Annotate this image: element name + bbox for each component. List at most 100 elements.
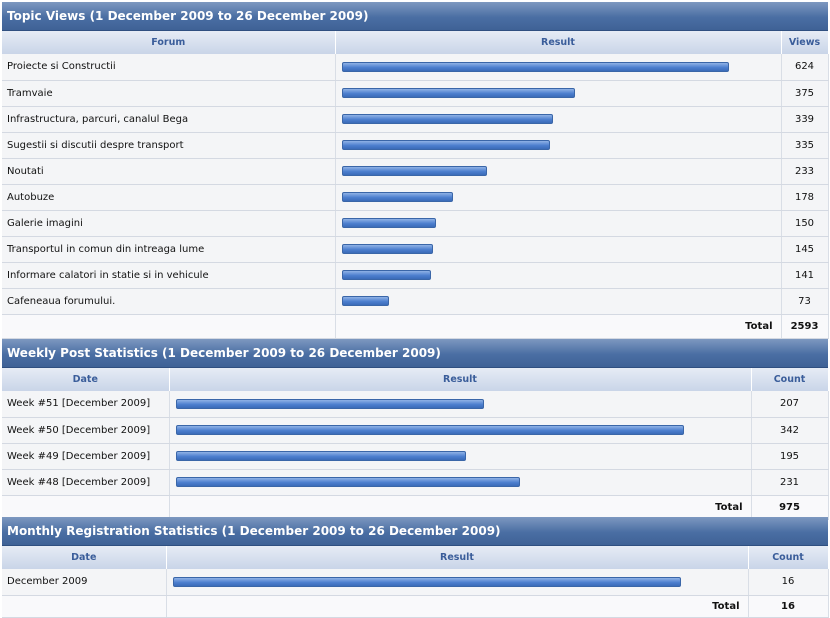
result-bar xyxy=(341,270,431,280)
row-count: 178 xyxy=(781,184,829,211)
row-count: 624 xyxy=(781,54,829,81)
result-cell xyxy=(335,262,782,289)
table-row: Galerie imagini 150 xyxy=(2,210,829,237)
total-label: Total xyxy=(335,314,782,339)
result-cell xyxy=(335,132,782,159)
result-cell xyxy=(169,443,752,470)
empty-cell xyxy=(2,495,170,520)
column-header-date: Date xyxy=(2,546,167,569)
row-label: Galerie imagini xyxy=(2,210,336,237)
table-row: Week #51 [December 2009] 207 xyxy=(2,391,829,418)
column-header-views: Views xyxy=(781,31,829,54)
row-label: Transportul in comun din intreaga lume xyxy=(2,236,336,263)
topic-views-table: Forum Result Views Proiecte si Construct… xyxy=(2,31,829,339)
row-count: 207 xyxy=(751,391,829,418)
table-row: Week #48 [December 2009] 231 xyxy=(2,469,829,496)
row-label: Cafeneaua forumului. xyxy=(2,288,336,315)
row-count: 145 xyxy=(781,236,829,263)
row-label: Noutati xyxy=(2,158,336,185)
weekly-post-table: Date Result Count Week #51 [December 200… xyxy=(2,368,829,520)
row-label: Infrastructura, parcuri, canalul Bega xyxy=(2,106,336,133)
total-label: Total xyxy=(166,595,749,618)
row-label: December 2009 xyxy=(2,569,167,596)
column-header-result: Result xyxy=(335,31,782,54)
result-bar xyxy=(175,398,484,409)
row-label: Week #50 [December 2009] xyxy=(2,417,170,444)
total-value: 2593 xyxy=(781,314,829,339)
result-cell xyxy=(335,54,782,81)
table-row: Infrastructura, parcuri, canalul Bega 339 xyxy=(2,106,829,133)
monthly-registration-table: Date Result Count December 2009 16 Total … xyxy=(2,546,829,618)
row-count: 195 xyxy=(751,443,829,470)
result-cell xyxy=(169,417,752,444)
result-bar xyxy=(175,425,684,435)
row-count: 150 xyxy=(781,210,829,237)
result-cell xyxy=(169,469,752,496)
result-cell xyxy=(335,236,782,263)
row-label: Informare calatori in statie si in vehic… xyxy=(2,262,336,289)
row-count: 231 xyxy=(751,469,829,496)
column-header-count: Count xyxy=(748,546,829,569)
monthly-registration-panel: Monthly Registration Statistics (1 Decem… xyxy=(2,517,829,618)
table-row: Proiecte si Constructii 624 xyxy=(2,54,829,81)
weekly-post-rows: Week #51 [December 2009] 207 Week #50 [Dec… xyxy=(2,391,829,496)
total-label: Total xyxy=(169,495,752,520)
table-row: Sugestii si discutii despre transport 335 xyxy=(2,132,829,159)
column-header-count: Count xyxy=(751,368,829,391)
result-bar xyxy=(341,218,437,228)
weekly-post-total-row: Total 975 xyxy=(2,495,829,520)
result-cell xyxy=(166,569,749,596)
result-cell xyxy=(169,391,752,418)
total-value: 16 xyxy=(748,595,829,618)
table-row: Week #50 [December 2009] 342 xyxy=(2,417,829,444)
row-count: 73 xyxy=(781,288,829,315)
row-label: Tramvaie xyxy=(2,80,336,107)
result-cell xyxy=(335,184,782,211)
topic-views-total-row: Total 2593 xyxy=(2,314,829,339)
result-cell xyxy=(335,288,782,315)
row-count: 335 xyxy=(781,132,829,159)
result-cell xyxy=(335,80,782,107)
result-bar xyxy=(341,88,576,98)
result-bar xyxy=(341,61,729,72)
empty-cell xyxy=(2,314,336,339)
table-row: Cafeneaua forumului. 73 xyxy=(2,288,829,315)
result-bar xyxy=(341,244,434,254)
table-row: Autobuze 178 xyxy=(2,184,829,211)
result-cell xyxy=(335,158,782,185)
column-header-forum: Forum xyxy=(2,31,336,54)
row-label: Autobuze xyxy=(2,184,336,211)
table-row: Tramvaie 375 xyxy=(2,80,829,107)
monthly-registration-total-row: Total 16 xyxy=(2,595,829,618)
topic-views-header-row: Forum Result Views xyxy=(2,31,829,54)
row-count: 339 xyxy=(781,106,829,133)
result-bar xyxy=(341,296,389,306)
row-count: 233 xyxy=(781,158,829,185)
empty-cell xyxy=(2,595,167,618)
row-label: Proiecte si Constructii xyxy=(2,54,336,81)
row-label: Week #48 [December 2009] xyxy=(2,469,170,496)
result-bar xyxy=(341,114,553,124)
topic-views-panel: Topic Views (1 December 2009 to 26 Decem… xyxy=(2,2,829,339)
weekly-post-header-row: Date Result Count xyxy=(2,368,829,391)
result-bar xyxy=(175,477,520,487)
row-count: 375 xyxy=(781,80,829,107)
monthly-registration-title: Monthly Registration Statistics (1 Decem… xyxy=(2,517,828,546)
table-row: Noutati 233 xyxy=(2,158,829,185)
topic-views-title: Topic Views (1 December 2009 to 26 Decem… xyxy=(2,2,828,31)
column-header-date: Date xyxy=(2,368,170,391)
monthly-registration-rows: December 2009 16 xyxy=(2,569,829,596)
row-label: Week #49 [December 2009] xyxy=(2,443,170,470)
table-row: Week #49 [December 2009] 195 xyxy=(2,443,829,470)
result-bar xyxy=(341,166,488,176)
result-bar xyxy=(341,140,551,150)
weekly-post-title: Weekly Post Statistics (1 December 2009 … xyxy=(2,339,828,368)
result-bar xyxy=(341,192,454,202)
table-row: Transportul in comun din intreaga lume 14… xyxy=(2,236,829,263)
column-header-result: Result xyxy=(166,546,749,569)
row-label: Sugestii si discutii despre transport xyxy=(2,132,336,159)
table-row: December 2009 16 xyxy=(2,569,829,596)
result-bar xyxy=(172,576,681,587)
table-row: Informare calatori in statie si in vehic… xyxy=(2,262,829,289)
result-cell xyxy=(335,210,782,237)
